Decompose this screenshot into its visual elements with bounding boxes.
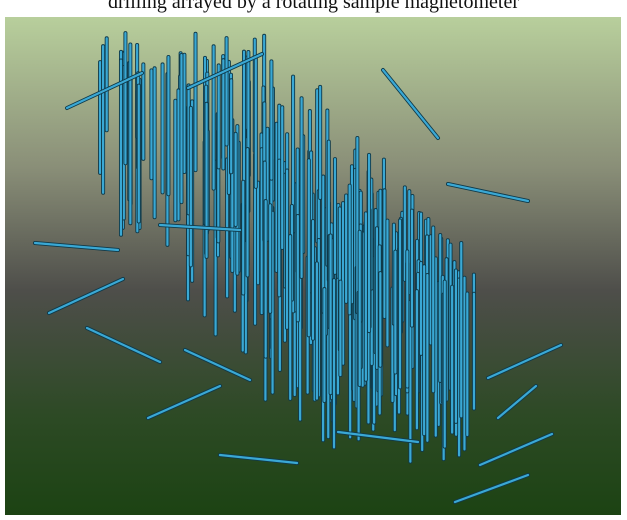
render bbox=[0, 0, 627, 520]
screenshot: drilling arrayed by a rotating sample ma… bbox=[0, 0, 627, 520]
